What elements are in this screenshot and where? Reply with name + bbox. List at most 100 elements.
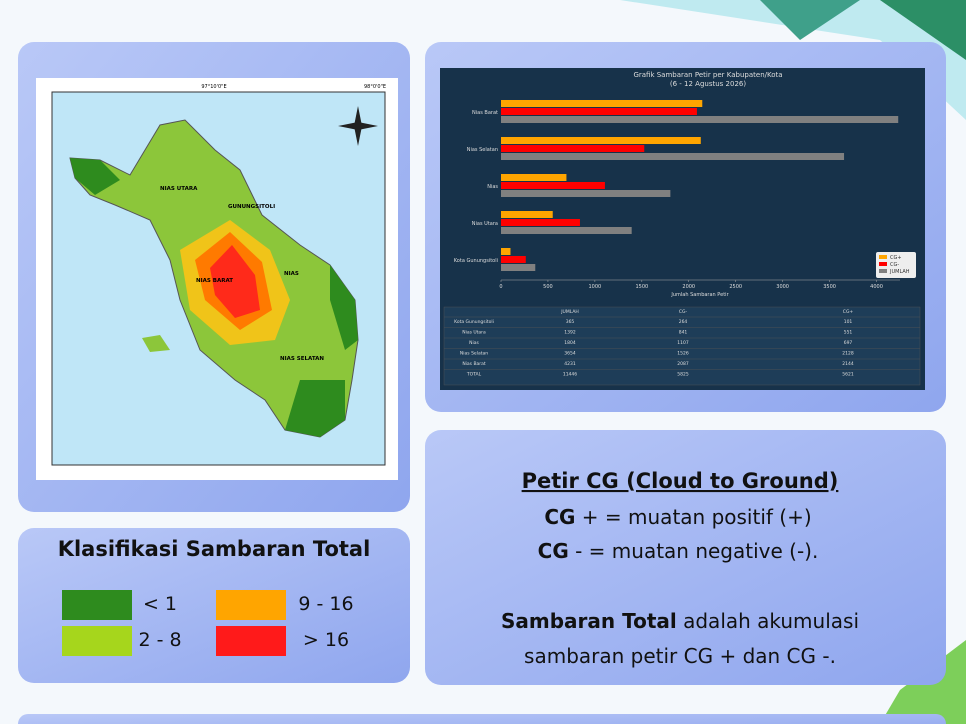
class-swatch bbox=[62, 626, 132, 656]
table-cell: Nias Barat bbox=[462, 361, 486, 367]
y-tick-label: Nias Selatan bbox=[467, 147, 498, 153]
table-cell: 101 bbox=[844, 319, 853, 325]
table-cell: 697 bbox=[844, 340, 853, 346]
bar bbox=[501, 219, 580, 226]
definition: - = muatan negative (-). bbox=[575, 539, 818, 563]
table-cell: 1804 bbox=[564, 340, 576, 346]
y-tick-label: Nias Utara bbox=[472, 221, 498, 227]
bottom-panel bbox=[18, 714, 946, 724]
legend-label: CG- bbox=[890, 262, 899, 268]
region-label: NIAS bbox=[284, 271, 299, 277]
bar bbox=[501, 182, 605, 189]
legend-swatch bbox=[879, 269, 887, 273]
bar bbox=[501, 137, 701, 144]
table-cell: 1526 bbox=[677, 351, 689, 357]
bar bbox=[501, 264, 536, 271]
compass bbox=[338, 106, 378, 146]
class-label: 9 - 16 bbox=[298, 593, 353, 615]
table-cell: 11446 bbox=[563, 372, 577, 378]
x-tick-label: 3000 bbox=[776, 284, 789, 290]
table-cell: 2144 bbox=[842, 361, 854, 367]
table-cell: 1107 bbox=[677, 340, 689, 346]
definition: + = muatan positif (+) bbox=[582, 505, 812, 529]
x-axis-label: Jumlah Sambaran Petir bbox=[670, 292, 729, 298]
table-header: CG- bbox=[679, 309, 688, 315]
bar bbox=[501, 256, 526, 263]
x-tick-label: 2500 bbox=[729, 284, 742, 290]
map-islet bbox=[142, 335, 170, 352]
table-cell: 4231 bbox=[564, 361, 576, 367]
x-tick-label: 0 bbox=[499, 284, 502, 290]
table-header: JUMLAH bbox=[560, 309, 579, 315]
term: Sambaran Total bbox=[501, 609, 677, 633]
info-heading: Petir CG (Cloud to Ground) bbox=[522, 469, 839, 493]
info-panel bbox=[425, 430, 946, 685]
bar bbox=[501, 116, 899, 123]
term: CG bbox=[538, 539, 569, 563]
coord-label: 97°10'0"E bbox=[201, 84, 226, 90]
chart-title: Grafik Sambaran Petir per Kabupaten/Kota bbox=[633, 71, 782, 79]
x-tick-label: 4000 bbox=[870, 284, 883, 290]
x-tick-label: 2000 bbox=[682, 284, 695, 290]
legend-label: CG+ bbox=[890, 255, 902, 261]
table-header: CG+ bbox=[843, 309, 854, 315]
deco bbox=[880, 0, 966, 60]
bar bbox=[501, 174, 567, 181]
legend-title: Klasifikasi Sambaran Total bbox=[58, 537, 371, 561]
info-line: CG + = muatan positif (+) bbox=[544, 505, 811, 529]
region-label: GUNUNGSITOLI bbox=[228, 204, 275, 210]
bar bbox=[501, 153, 845, 160]
table-cell: 5825 bbox=[677, 372, 689, 378]
table-cell: 264 bbox=[679, 319, 688, 325]
class-label: < 1 bbox=[143, 593, 177, 615]
map-zone bbox=[70, 158, 120, 195]
bar bbox=[501, 227, 632, 234]
legend-swatch bbox=[879, 255, 887, 259]
bar bbox=[501, 100, 703, 107]
table-cell: 365 bbox=[566, 319, 575, 325]
table-cell: 5621 bbox=[842, 372, 854, 378]
table-cell: Kota Gunungsitoli bbox=[454, 319, 494, 325]
map-zone bbox=[285, 380, 345, 437]
class-label: > 16 bbox=[303, 629, 349, 651]
bar bbox=[501, 211, 553, 218]
table-cell: 2128 bbox=[842, 351, 854, 357]
x-tick-label: 1000 bbox=[589, 284, 602, 290]
table-cell: Nias Selatan bbox=[460, 351, 488, 357]
info-line: sambaran petir CG + dan CG -. bbox=[524, 644, 836, 668]
x-tick-label: 1500 bbox=[635, 284, 648, 290]
class-label: 2 - 8 bbox=[138, 629, 181, 651]
deco bbox=[620, 0, 966, 120]
info-line: CG - = muatan negative (-). bbox=[538, 539, 819, 563]
y-tick-label: Nias bbox=[487, 184, 498, 190]
table-cell: 551 bbox=[844, 330, 853, 336]
deco bbox=[760, 0, 860, 40]
term: CG bbox=[544, 505, 575, 529]
class-swatch bbox=[216, 590, 286, 620]
class-swatch bbox=[62, 590, 132, 620]
coord-label: 98°0'0"E bbox=[364, 84, 386, 90]
definition: adalah akumulasi bbox=[683, 609, 859, 633]
region-label: NIAS BARAT bbox=[196, 278, 233, 284]
table-cell: 2087 bbox=[677, 361, 689, 367]
region-label: NIAS SELATAN bbox=[280, 356, 324, 362]
bar bbox=[501, 248, 511, 255]
class-swatch bbox=[216, 626, 286, 656]
region-label: NIAS UTARA bbox=[160, 186, 198, 192]
table-cell: Nias bbox=[469, 340, 479, 346]
table-cell: Nias Utara bbox=[462, 330, 486, 336]
map-zone bbox=[330, 265, 358, 350]
info-line: Sambaran Total adalah akumulasi bbox=[501, 609, 859, 633]
table-bg bbox=[443, 306, 921, 386]
bar bbox=[501, 108, 697, 115]
map-zone bbox=[210, 245, 260, 318]
x-tick-label: 500 bbox=[543, 284, 553, 290]
table-cell: 3654 bbox=[564, 351, 576, 357]
x-tick-label: 3500 bbox=[823, 284, 836, 290]
y-tick-label: Kota Gunungsitoli bbox=[454, 258, 498, 264]
table-cell: 1392 bbox=[564, 330, 576, 336]
table-cell: 841 bbox=[679, 330, 688, 336]
y-tick-label: Nias Barat bbox=[472, 110, 498, 116]
